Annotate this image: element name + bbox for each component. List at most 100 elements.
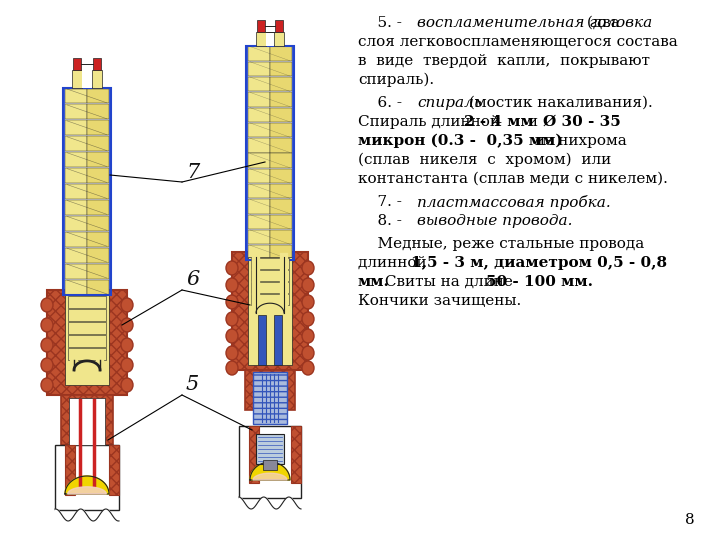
Polygon shape [248, 62, 270, 76]
Text: 5. -: 5. - [358, 16, 407, 30]
Bar [55, 445, 119, 510]
Ellipse shape [41, 338, 53, 352]
Text: выводные провода.: выводные провода. [418, 214, 573, 228]
Ellipse shape [41, 318, 53, 332]
Bar [251, 281, 289, 293]
Polygon shape [65, 120, 87, 135]
Text: Спираль длинной: Спираль длинной [358, 115, 505, 129]
Bar [251, 269, 289, 280]
Polygon shape [65, 104, 87, 119]
Text: длинной: длинной [358, 256, 431, 270]
Ellipse shape [302, 329, 314, 343]
Polygon shape [87, 136, 109, 151]
Polygon shape [87, 248, 109, 262]
Polygon shape [65, 216, 87, 231]
Bar [266, 32, 274, 46]
Bar [73, 58, 81, 70]
Polygon shape [87, 216, 109, 231]
Bar [253, 372, 287, 410]
Polygon shape [270, 107, 292, 122]
Polygon shape [65, 152, 87, 167]
Text: из нихрома: из нихрома [530, 134, 627, 148]
Text: (два: (два [582, 16, 620, 30]
Ellipse shape [121, 318, 133, 332]
Bar [69, 398, 105, 445]
Polygon shape [248, 168, 270, 183]
Polygon shape [253, 473, 287, 480]
Polygon shape [248, 199, 270, 214]
Bar [47, 290, 127, 395]
Bar [65, 295, 109, 385]
Ellipse shape [226, 278, 238, 292]
Polygon shape [65, 280, 87, 294]
Bar [251, 258, 289, 268]
Polygon shape [87, 184, 109, 199]
Ellipse shape [302, 261, 314, 275]
Polygon shape [248, 138, 270, 153]
Text: Свиты на длине: Свиты на длине [380, 275, 518, 289]
Polygon shape [270, 245, 292, 260]
Polygon shape [248, 214, 270, 229]
Ellipse shape [226, 361, 238, 375]
Text: спираль: спираль [418, 96, 482, 110]
Polygon shape [270, 123, 292, 137]
Ellipse shape [302, 312, 314, 326]
Polygon shape [250, 462, 290, 480]
Bar [274, 315, 282, 365]
Ellipse shape [121, 338, 133, 352]
Polygon shape [87, 200, 109, 215]
Polygon shape [87, 152, 109, 167]
Bar [68, 334, 106, 347]
Polygon shape [65, 248, 87, 262]
Polygon shape [87, 264, 109, 279]
Bar [65, 445, 75, 495]
Text: 8. -: 8. - [358, 214, 407, 228]
Polygon shape [270, 168, 292, 183]
Text: 5: 5 [186, 375, 199, 394]
Bar [93, 58, 101, 70]
Polygon shape [256, 303, 284, 313]
Polygon shape [65, 264, 87, 279]
Ellipse shape [226, 329, 238, 343]
Ellipse shape [302, 346, 314, 360]
Ellipse shape [121, 358, 133, 372]
Polygon shape [87, 168, 109, 183]
Polygon shape [248, 77, 270, 91]
Bar [263, 460, 277, 470]
Ellipse shape [226, 312, 238, 326]
Polygon shape [248, 107, 270, 122]
Polygon shape [65, 136, 87, 151]
Polygon shape [270, 199, 292, 214]
Polygon shape [87, 104, 109, 119]
Polygon shape [87, 120, 109, 135]
Text: 8: 8 [685, 512, 695, 526]
Polygon shape [270, 62, 292, 76]
Polygon shape [248, 245, 270, 260]
Text: 1,5 - 3 м, диаметром 0,5 - 0,8: 1,5 - 3 м, диаметром 0,5 - 0,8 [411, 256, 667, 270]
Ellipse shape [302, 361, 314, 375]
Bar [257, 20, 265, 32]
Text: мм.: мм. [358, 275, 390, 289]
Bar [245, 370, 295, 410]
Bar [232, 252, 308, 370]
Polygon shape [74, 361, 100, 370]
Polygon shape [270, 138, 292, 153]
Bar [249, 426, 259, 483]
Polygon shape [270, 184, 292, 199]
Polygon shape [270, 46, 292, 61]
Ellipse shape [302, 295, 314, 309]
Bar [253, 372, 287, 424]
Text: 7: 7 [186, 163, 199, 182]
Bar [109, 445, 119, 495]
Text: пластмассовая пробка.: пластмассовая пробка. [418, 195, 611, 210]
Polygon shape [248, 46, 270, 61]
Ellipse shape [226, 346, 238, 360]
Polygon shape [65, 200, 87, 215]
Text: и: и [523, 115, 544, 129]
Text: (сплав  никеля  с  хромом)  или: (сплав никеля с хромом) или [358, 153, 611, 167]
Bar [68, 348, 106, 360]
Polygon shape [248, 230, 270, 244]
Text: 2 - 4 мм: 2 - 4 мм [464, 115, 534, 129]
Text: слоя легковоспламеняющегося состава: слоя легковоспламеняющегося состава [358, 35, 678, 49]
Polygon shape [248, 184, 270, 199]
